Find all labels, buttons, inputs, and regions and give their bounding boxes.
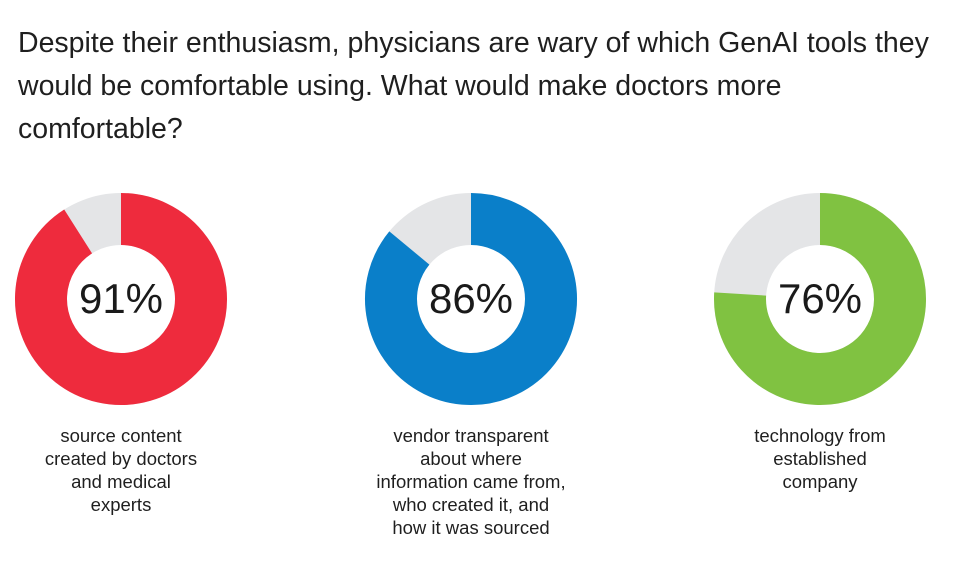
caption-line: experts bbox=[90, 494, 152, 515]
caption-line: established bbox=[773, 448, 867, 469]
donut-chart-3 bbox=[714, 193, 926, 405]
donut-percent-2: 86% bbox=[428, 275, 514, 322]
donut-chart-1 bbox=[15, 193, 227, 405]
caption-line: source content bbox=[60, 425, 182, 446]
caption-line: about where bbox=[420, 448, 522, 469]
caption-line: how it was sourced bbox=[392, 517, 550, 538]
caption-line: vendor transparent bbox=[393, 425, 549, 446]
caption-line: and medical bbox=[71, 471, 171, 492]
donut-percent-1: 91% bbox=[78, 275, 164, 322]
caption-line: company bbox=[782, 471, 858, 492]
donut-value-arc-3 bbox=[714, 193, 926, 405]
caption-line: information came from, bbox=[376, 471, 566, 492]
caption-line: created by doctors bbox=[44, 448, 198, 469]
donut-caption-2: vendor transparent about where informati… bbox=[351, 424, 591, 539]
donut-value-arc-2 bbox=[365, 193, 577, 405]
donut-caption-3: technology from established company bbox=[700, 424, 940, 493]
chart-title: Despite their enthusiasm, physicians are… bbox=[18, 27, 929, 145]
donut-percent-3: 76% bbox=[777, 275, 863, 322]
caption-line: who created it, and bbox=[392, 494, 550, 515]
donut-caption-1: source content created by doctors and me… bbox=[1, 424, 241, 516]
donut-chart-2 bbox=[365, 193, 577, 405]
caption-line: technology from bbox=[754, 425, 886, 446]
donut-value-arc-1 bbox=[15, 193, 227, 405]
